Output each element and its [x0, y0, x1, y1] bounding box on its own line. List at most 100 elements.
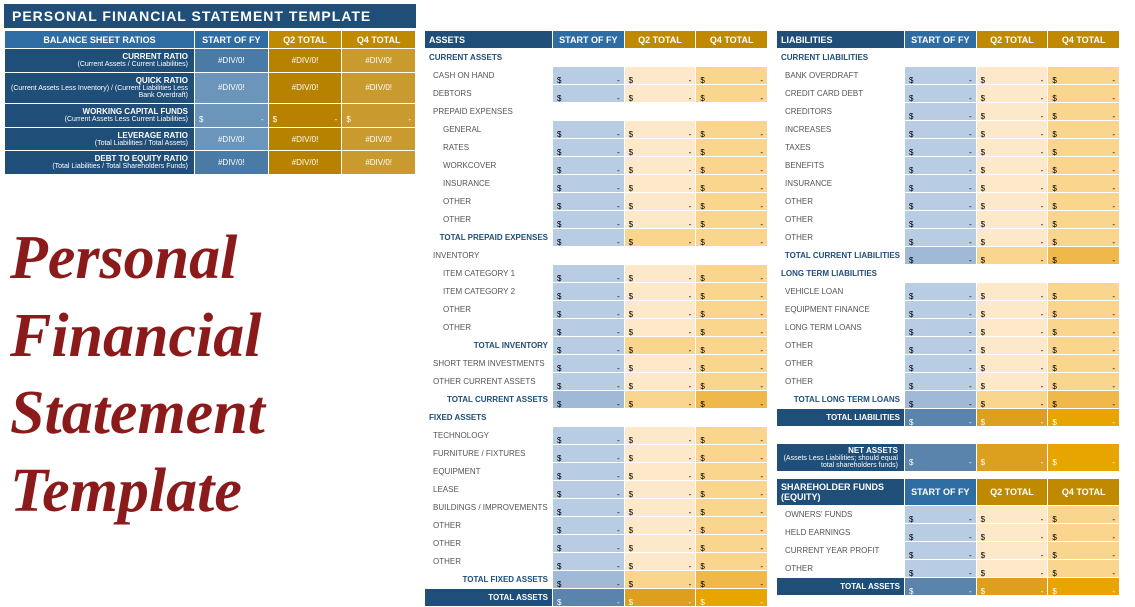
ratio-val-q2: $-: [268, 104, 342, 128]
value-cell: $-: [976, 560, 1048, 578]
value-cell: $-: [624, 373, 696, 391]
value-cell: $-: [976, 139, 1048, 157]
value-cell: $-: [976, 283, 1048, 301]
row-label: SHORT TERM INVESTMENTS: [425, 355, 553, 373]
value-cell: $-: [905, 409, 977, 427]
row-label: VEHICLE LOAN: [777, 283, 905, 301]
value-cell: $-: [696, 337, 768, 355]
grand-total: TOTAL ASSETS: [425, 589, 553, 607]
value-cell: $-: [624, 589, 696, 607]
row-label: OTHER: [777, 355, 905, 373]
value-cell: $-: [696, 229, 768, 247]
value-cell: $-: [976, 103, 1048, 121]
value-cell: $-: [696, 211, 768, 229]
subtotal-label: TOTAL INVENTORY: [425, 337, 553, 355]
value-cell: $-: [905, 301, 977, 319]
row-label: INSURANCE: [777, 175, 905, 193]
value-cell: $-: [553, 193, 625, 211]
value-cell: $-: [696, 121, 768, 139]
value-cell: $-: [1048, 337, 1120, 355]
value-cell: $-: [1048, 524, 1120, 542]
section-title: CURRENT ASSETS: [425, 49, 768, 67]
value-cell: $-: [624, 283, 696, 301]
value-cell: $-: [696, 427, 768, 445]
value-cell: $-: [553, 373, 625, 391]
ratios-header: BALANCE SHEET RATIOS: [5, 31, 195, 49]
row-label: BANK OVERDRAFT: [777, 67, 905, 85]
value-cell: $-: [905, 175, 977, 193]
value-cell: $-: [905, 506, 977, 524]
value-cell: $-: [696, 553, 768, 571]
value-cell: $-: [696, 319, 768, 337]
value-cell: $-: [976, 247, 1048, 265]
value-cell: $-: [553, 175, 625, 193]
col-q2: Q2 TOTAL: [976, 479, 1048, 506]
value-cell: $-: [1048, 301, 1120, 319]
value-cell: $-: [905, 391, 977, 409]
value-cell: $-: [976, 409, 1048, 427]
row-label: INVENTORY: [425, 247, 768, 265]
value-cell: $-: [624, 517, 696, 535]
value-cell: $-: [553, 445, 625, 463]
main-grid: BALANCE SHEET RATIOS START OF FY Q2 TOTA…: [4, 30, 1131, 607]
value-cell: $-: [905, 85, 977, 103]
value-cell: $-: [976, 524, 1048, 542]
value-cell: $-: [553, 283, 625, 301]
section-title: LONG TERM LIABILITIES: [777, 265, 1120, 283]
value-cell: $-: [553, 67, 625, 85]
value-cell: $-: [1048, 542, 1120, 560]
value-cell: $-: [553, 355, 625, 373]
row-label: OTHER: [777, 193, 905, 211]
col-q4: Q4 TOTAL: [342, 31, 416, 49]
value-cell: $-: [553, 463, 625, 481]
row-label: HELD EARNINGS: [777, 524, 905, 542]
section-total: TOTAL LONG TERM LOANS: [777, 391, 905, 409]
value-cell: $-: [624, 211, 696, 229]
row-label: OTHER: [425, 193, 553, 211]
row-label: FURNITURE / FIXTURES: [425, 445, 553, 463]
ratio-val-q2: #DIV/0!: [268, 151, 342, 175]
row-label: BENEFITS: [777, 157, 905, 175]
value-cell: $-: [905, 319, 977, 337]
value-cell: $-: [624, 85, 696, 103]
assets-table: ASSETS START OF FY Q2 TOTAL Q4 TOTAL CUR…: [424, 30, 768, 607]
value-cell: $-: [696, 481, 768, 499]
value-cell: $-: [696, 445, 768, 463]
row-label: OTHER CURRENT ASSETS: [425, 373, 553, 391]
value-cell: $-: [553, 517, 625, 535]
value-cell: $-: [553, 157, 625, 175]
value-cell: $-: [624, 391, 696, 409]
value-cell: $-: [696, 175, 768, 193]
value-cell: $-: [905, 542, 977, 560]
ratio-val-q4: #DIV/0!: [342, 49, 416, 73]
value-cell: $-: [1048, 506, 1120, 524]
value-cell: $-: [696, 373, 768, 391]
section-total: TOTAL FIXED ASSETS: [425, 571, 553, 589]
value-cell: $-: [976, 355, 1048, 373]
row-label: CASH ON HAND: [425, 67, 553, 85]
value-cell: $-: [624, 301, 696, 319]
ratio-val-q4: #DIV/0!: [342, 127, 416, 151]
value-cell: $-: [905, 560, 977, 578]
net-assets-block: NET ASSETS (Assets Less Liabilities; sho…: [776, 443, 1120, 472]
col-q4: Q4 TOTAL: [1048, 479, 1120, 506]
col-q4: Q4 TOTAL: [1048, 31, 1120, 49]
value-cell: $-: [696, 499, 768, 517]
value-cell: $-: [976, 391, 1048, 409]
ratio-val-q2: #DIV/0!: [268, 72, 342, 103]
value-cell: $-: [696, 463, 768, 481]
value-cell: $-: [696, 535, 768, 553]
value-cell: $-: [624, 121, 696, 139]
value-cell: $-: [1048, 319, 1120, 337]
value-cell: $-: [905, 337, 977, 355]
value-cell: $-: [624, 355, 696, 373]
col-start: START OF FY: [905, 479, 977, 506]
row-label: OTHER: [777, 229, 905, 247]
row-label: CREDITORS: [777, 103, 905, 121]
equity-table: SHAREHOLDER FUNDS (EQUITY) START OF FY Q…: [776, 478, 1120, 596]
left-column: BALANCE SHEET RATIOS START OF FY Q2 TOTA…: [4, 30, 416, 607]
ratio-val-q4: #DIV/0!: [342, 151, 416, 175]
value-cell: $-: [976, 67, 1048, 85]
row-label: RATES: [425, 139, 553, 157]
col-q4: Q4 TOTAL: [696, 31, 768, 49]
